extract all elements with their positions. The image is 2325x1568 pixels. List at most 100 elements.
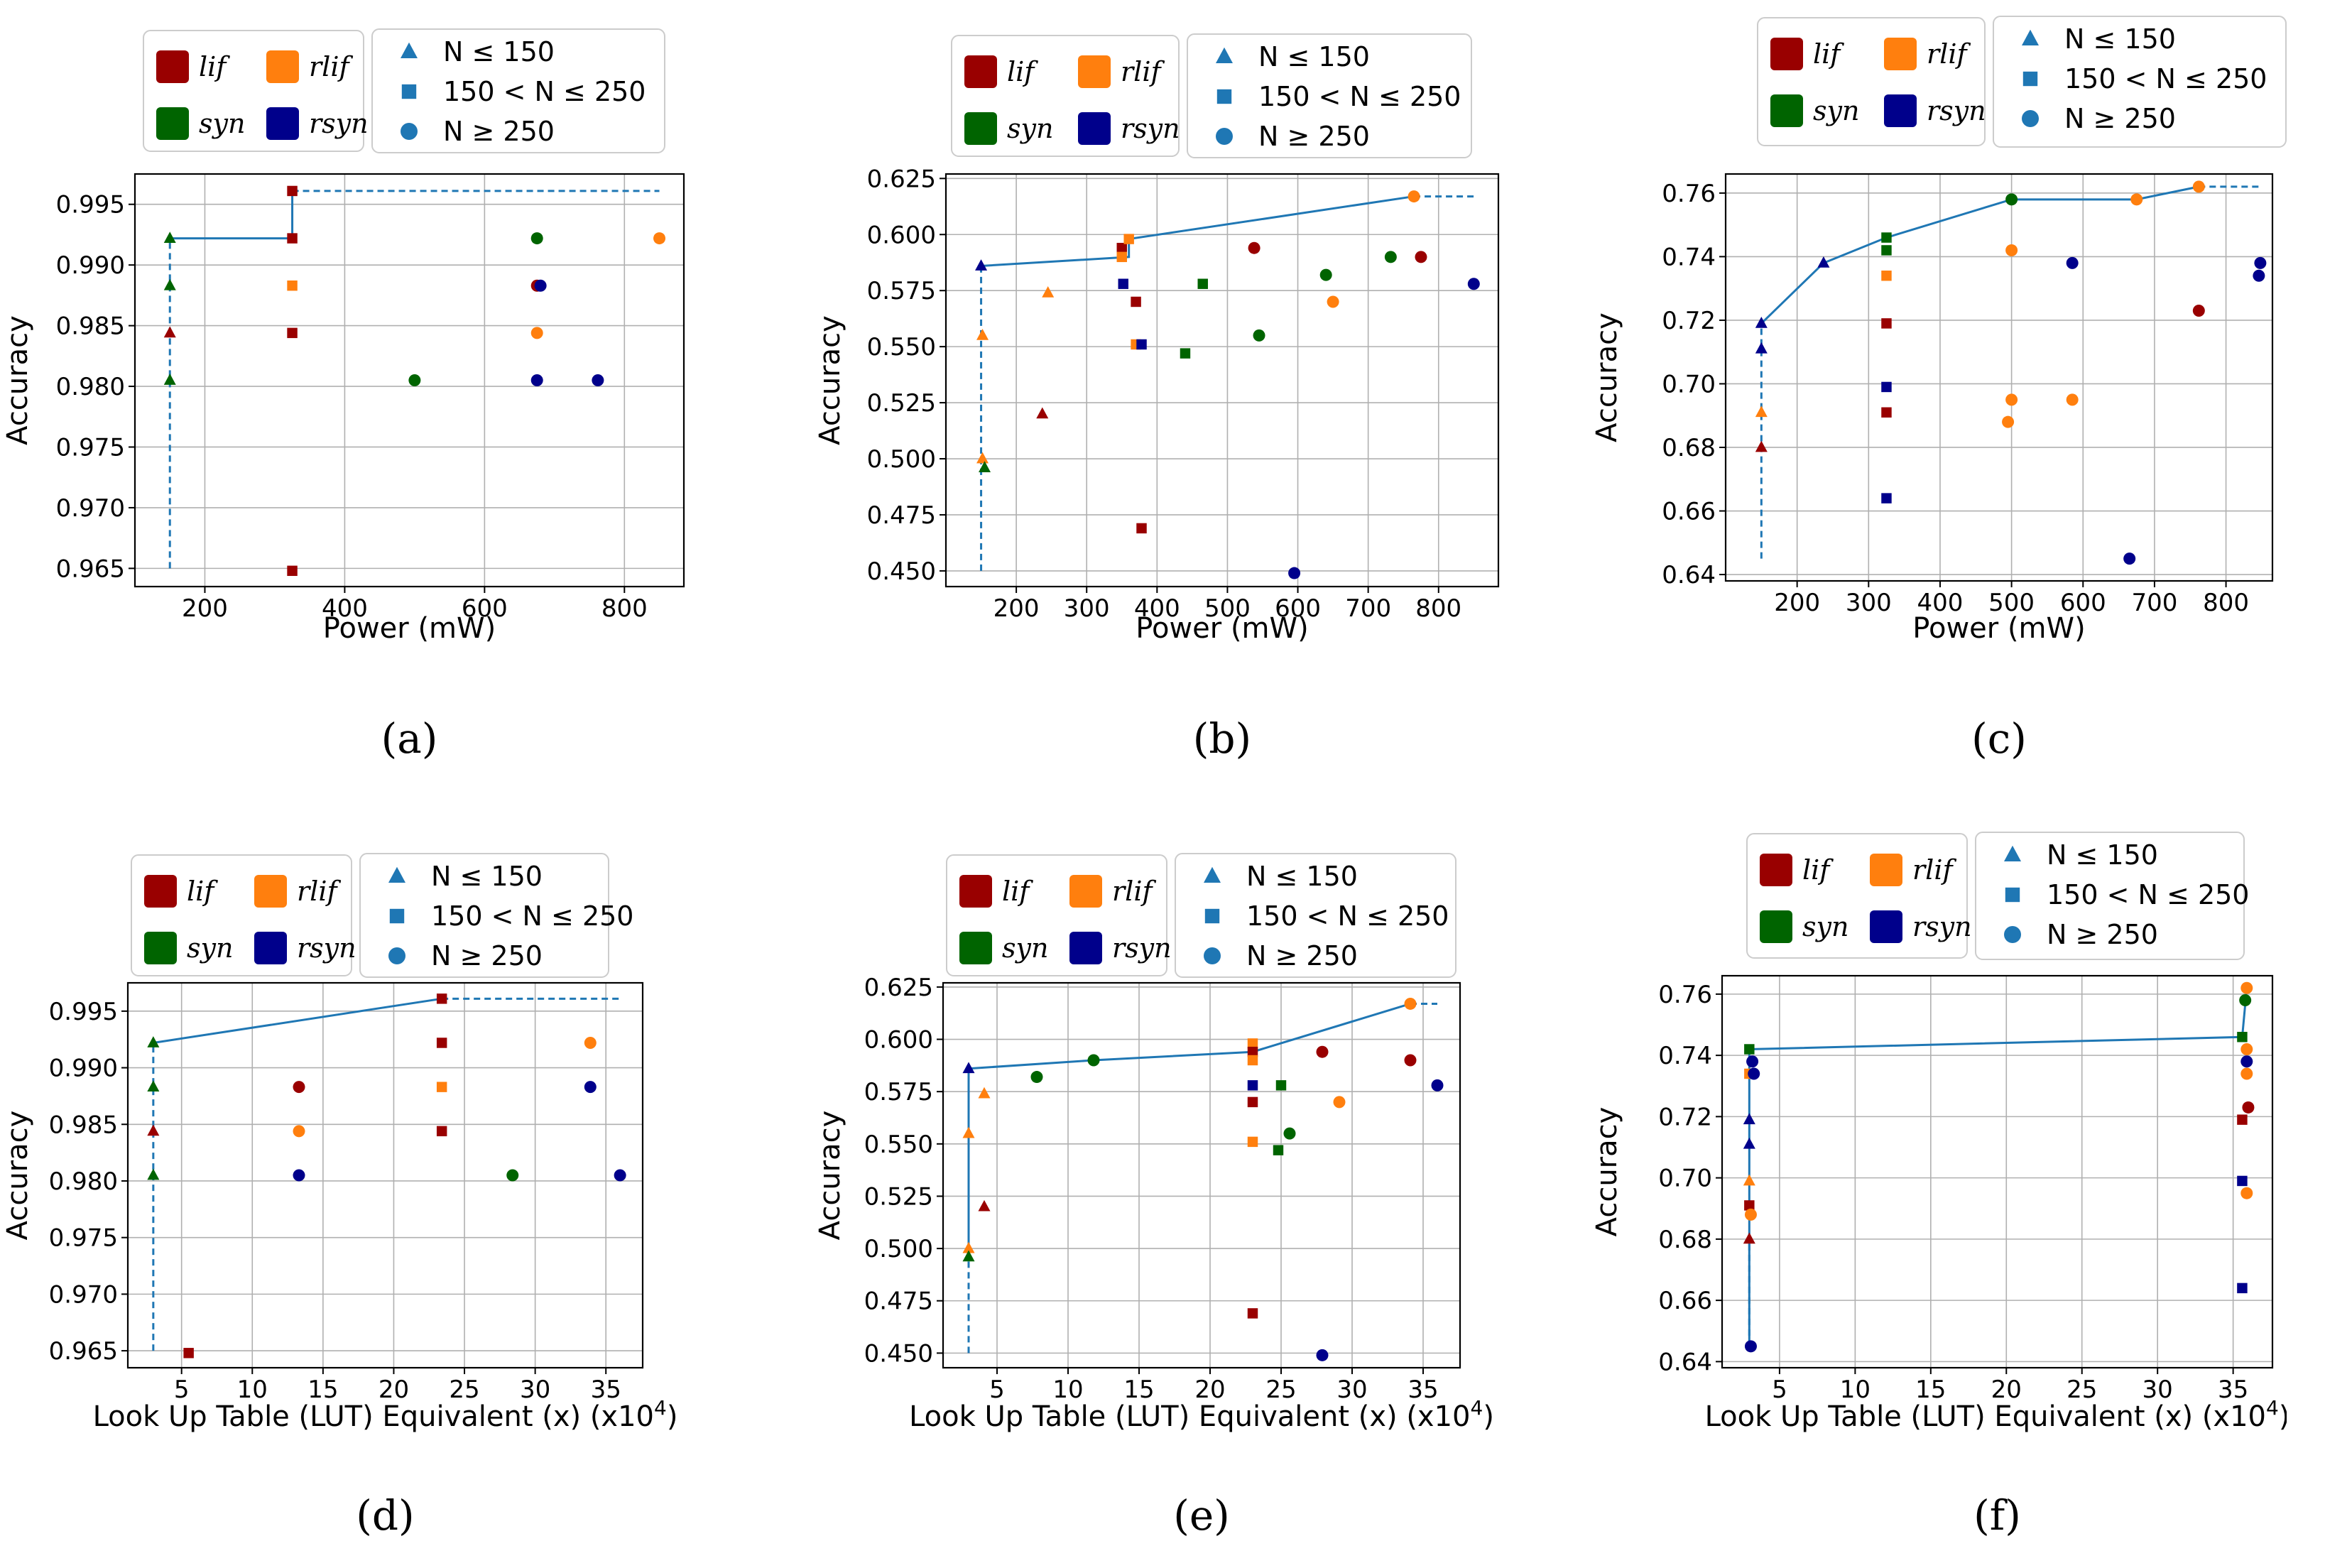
- point-syn-large: [1030, 1071, 1043, 1084]
- point-rlif-large: [2005, 393, 2018, 406]
- point-rsyn-large: [1748, 1067, 1760, 1080]
- legend-swatch-rlif: [1069, 875, 1102, 908]
- x-axis-label-exponent: 4: [2266, 1396, 2279, 1420]
- tick-label-x: 10: [1052, 1376, 1083, 1404]
- legend-label-large: N ≥ 250: [2047, 919, 2158, 950]
- point-lif-large: [2242, 1101, 2255, 1114]
- legend-marker-small: [388, 866, 405, 883]
- legend-label-rsyn: rsyn: [1121, 113, 1180, 144]
- legend-swatch-syn: [156, 107, 189, 140]
- point-rlif-large: [2002, 415, 2015, 428]
- axes-frame: [1724, 173, 2274, 582]
- legend-label-rlif: rlif: [309, 51, 353, 82]
- legend-swatch-syn: [964, 112, 997, 145]
- point-rsyn-large: [2253, 269, 2265, 282]
- point-syn-mid: [1275, 1080, 1287, 1091]
- tick-label-y: 0.70: [1662, 370, 1716, 398]
- point-syn-mid: [1881, 245, 1892, 256]
- legend-swatch-rlif: [266, 50, 299, 83]
- panel-caption: (d): [356, 1491, 414, 1540]
- legend-label-large: N ≥ 250: [1246, 940, 1358, 971]
- point-rsyn-mid: [1118, 278, 1128, 289]
- legend-label-rsyn: rsyn: [309, 108, 369, 139]
- legend-label-small: N ≤ 150: [2047, 839, 2158, 871]
- point-rsyn-mid: [1136, 339, 1147, 350]
- point-rlif-large: [2240, 1067, 2253, 1080]
- legend-models-frame: [946, 854, 1167, 976]
- tick-label-x: 30: [2142, 1376, 2173, 1404]
- tick-label-x: 800: [601, 594, 648, 623]
- point-rlif-mid: [1247, 1136, 1258, 1148]
- tick-label-y: 0.970: [56, 494, 125, 523]
- axes-frame: [134, 173, 685, 588]
- legend-label-rlif: rlif: [1121, 56, 1165, 87]
- tick-label-y: 0.970: [49, 1280, 118, 1309]
- x-axis-label: Power (mW): [1912, 612, 2085, 645]
- tick-label-y: 0.66: [1662, 498, 1716, 526]
- legend-swatch-syn: [1770, 94, 1803, 127]
- x-axis-label-exponent: 4: [654, 1396, 667, 1420]
- frontier-line: [981, 195, 1415, 267]
- legend-label-small: N ≤ 150: [2064, 23, 2176, 55]
- point-rsyn-large: [293, 1169, 305, 1182]
- tick-label-y: 0.985: [56, 312, 125, 341]
- legend-models-frame: [143, 30, 364, 152]
- x-axis-label: Power (mW): [1136, 612, 1308, 645]
- legend-label-mid: 150 < N ≤ 250: [2064, 63, 2267, 94]
- panel-d: lif rlif syn rsyn N ≤ 150 150 < N ≤ 250 N ≥ 25…: [0, 784, 724, 1568]
- legend-label-mid: 150 < N ≤ 250: [2047, 879, 2249, 910]
- point-lif-large: [1404, 1054, 1417, 1067]
- legend-models-frame: [1757, 17, 1986, 146]
- point-syn-mid: [1197, 278, 1208, 289]
- legend-label-mid: 150 < N ≤ 250: [431, 900, 633, 932]
- tick-label-y: 0.975: [49, 1224, 118, 1253]
- point-syn-small: [979, 461, 991, 473]
- legend-marker-mid: [2005, 887, 2020, 903]
- y-axis-label: Accuracy: [814, 1111, 846, 1241]
- point-lif-mid: [1116, 242, 1127, 254]
- legend-marker-small: [1216, 47, 1233, 63]
- legend-marker-small: [2004, 845, 2021, 861]
- tick-label-y: 0.72: [1658, 1103, 1712, 1131]
- point-syn-mid: [2237, 1032, 2248, 1042]
- tick-label-y: 0.500: [864, 1235, 933, 1263]
- point-lif-mid: [1136, 523, 1147, 534]
- tick-label-x: 300: [1846, 589, 1892, 617]
- legend-label-syn: syn: [1007, 113, 1053, 144]
- point-syn-small: [147, 1036, 160, 1047]
- point-rlif-small: [1743, 1174, 1755, 1186]
- tick-label-y: 0.475: [867, 501, 936, 530]
- tick-label-x: 200: [1774, 589, 1820, 617]
- tick-label-y: 0.74: [1662, 243, 1716, 271]
- axes-frame: [942, 981, 1461, 1369]
- legend-label-syn: syn: [1802, 911, 1848, 942]
- legend-marker-small: [2022, 29, 2039, 45]
- point-rlif-large: [2130, 193, 2143, 206]
- chart-b: lif rlif syn rsyn N ≤ 150 150 < N ≤ 250 N ≥ 25…: [814, 33, 1500, 763]
- point-lif-mid: [1247, 1308, 1258, 1319]
- tick-label-y: 0.995: [49, 998, 118, 1026]
- tick-label-x: 35: [1407, 1376, 1438, 1404]
- point-rsyn-large: [2066, 256, 2079, 269]
- point-rsyn-mid: [2237, 1175, 2248, 1187]
- panel-f: lif rlif syn rsyn N ≤ 150 150 < N ≤ 250 N ≥ 25…: [1562, 784, 2287, 1568]
- point-rlif-small: [1755, 405, 1768, 418]
- point-rlif-mid: [436, 1082, 447, 1092]
- legend-swatch-lif: [144, 875, 177, 908]
- legend-swatch-syn: [1760, 910, 1792, 943]
- legend-swatch-lif: [1770, 38, 1803, 70]
- point-lif-small: [147, 1124, 160, 1136]
- frontier-line: [1760, 185, 2199, 325]
- tick-label-y: 0.600: [864, 1026, 933, 1055]
- tick-label-x: 500: [1204, 594, 1251, 623]
- point-rlif-large: [1333, 1096, 1346, 1109]
- legend-label-rlif: rlif: [1112, 876, 1156, 907]
- tick-label-x: 700: [2131, 589, 2177, 617]
- legend-label-rsyn: rsyn: [297, 932, 356, 964]
- tick-label-y: 0.450: [864, 1339, 933, 1368]
- point-rsyn-large: [2240, 1055, 2253, 1068]
- tick-label-x: 5: [174, 1376, 190, 1404]
- legend-label-small: N ≤ 150: [431, 861, 543, 892]
- point-rlif-mid: [1881, 271, 1892, 281]
- legend-marker-large: [1216, 128, 1233, 145]
